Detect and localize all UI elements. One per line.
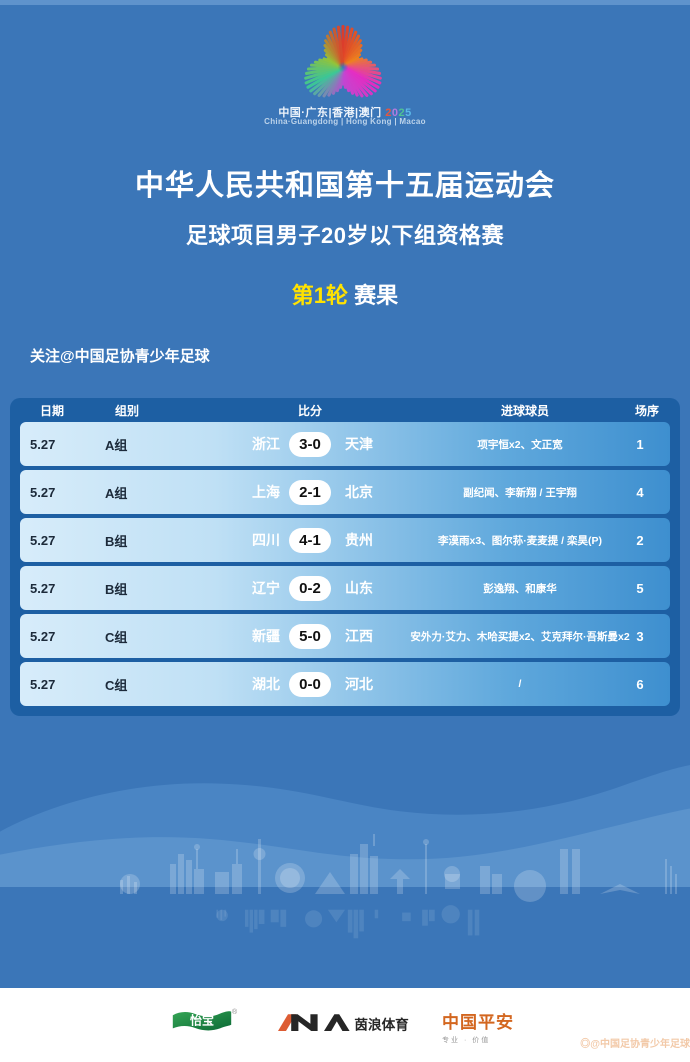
- svg-text:怡宝: 怡宝: [190, 1012, 214, 1027]
- svg-text:茵浪体育: 茵浪体育: [354, 1016, 409, 1032]
